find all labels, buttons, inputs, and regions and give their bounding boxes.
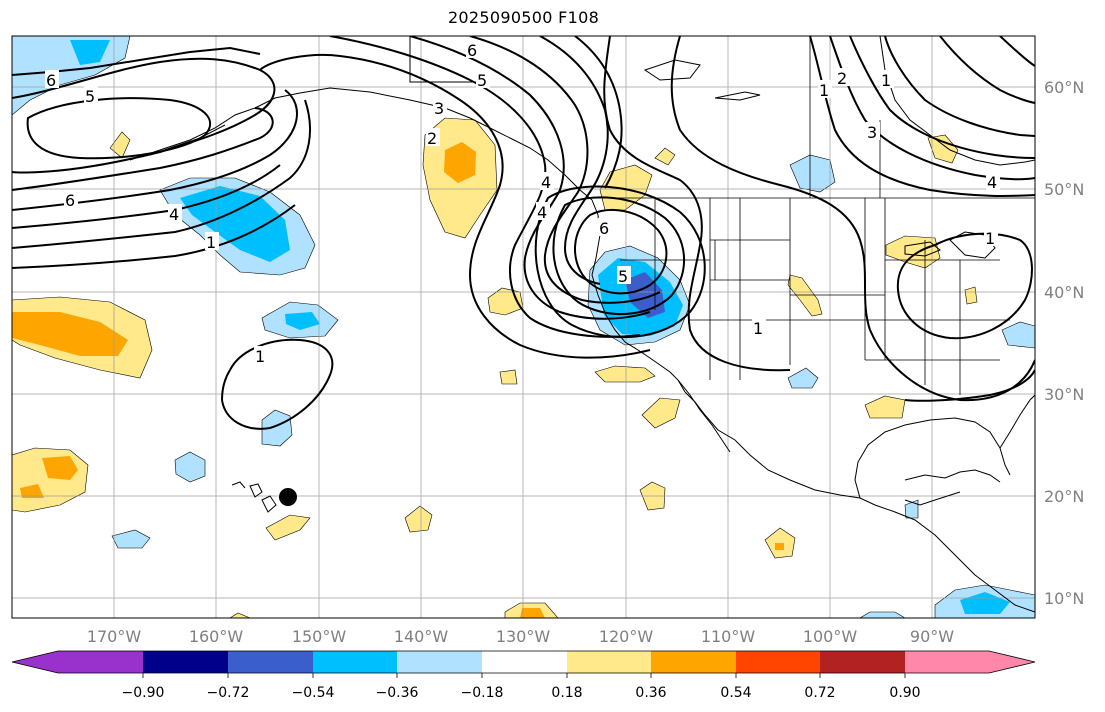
height-contours — [12, 36, 1035, 430]
colorbar-tick: −0.90 — [122, 685, 165, 701]
contour-label: 5 — [477, 71, 487, 90]
colorbar-over-arrow — [989, 651, 1035, 673]
lat-label: 50°N — [1044, 180, 1084, 199]
lon-label: 160°W — [189, 627, 244, 646]
contour-label: 5 — [85, 87, 95, 106]
map-frame — [11, 35, 1036, 619]
colorbar-bin — [58, 651, 143, 673]
lat-label: 20°N — [1044, 487, 1084, 506]
contour-label: 1 — [206, 233, 216, 252]
lon-label: 110°W — [701, 627, 756, 646]
colorbar: −0.90 −0.72 −0.54 −0.36 −0.18 0.18 0.36 … — [11, 650, 1036, 701]
lon-label: 150°W — [292, 627, 347, 646]
colorbar-bin — [567, 651, 651, 673]
contour-label: 3 — [434, 99, 444, 118]
latitude-labels: 60°N 50°N 40°N 30°N 20°N 10°N — [1044, 78, 1084, 608]
lat-label: 60°N — [1044, 78, 1084, 97]
storm-position-dot — [279, 488, 297, 506]
contour-label: 4 — [987, 173, 997, 192]
lat-label: 30°N — [1044, 385, 1084, 404]
lon-label: 140°W — [394, 627, 449, 646]
colorbar-tick: 0.18 — [551, 685, 582, 701]
contour-label: 6 — [467, 41, 477, 60]
colorbar-tick: −0.72 — [207, 685, 250, 701]
colorbar-bin — [482, 651, 567, 673]
colorbar-tick: −0.36 — [376, 685, 419, 701]
contour-label: 4 — [537, 203, 547, 222]
colorbar-outline — [11, 650, 1036, 674]
lon-label: 120°W — [599, 627, 654, 646]
colorbar-under-arrow — [12, 651, 58, 673]
colorbar-bin — [651, 651, 736, 673]
colorbar-bin — [905, 651, 989, 673]
lon-label: 100°W — [803, 627, 858, 646]
lon-label: 170°W — [87, 627, 142, 646]
colorbar-bin — [313, 651, 397, 673]
contour-label: 1 — [985, 229, 995, 248]
contour-label: 6 — [65, 191, 75, 210]
contour-label: 1 — [255, 347, 265, 366]
contour-label: 4 — [169, 205, 179, 224]
contour-label: 1 — [881, 71, 891, 90]
contour-label: 2 — [837, 69, 847, 88]
lon-label: 90°W — [910, 627, 954, 646]
chart-title: 2025090500 F108 — [447, 8, 600, 27]
contour-label: 5 — [618, 267, 628, 286]
contour-label: 6 — [46, 71, 56, 90]
colorbar-bin — [820, 651, 905, 673]
lat-label: 40°N — [1044, 283, 1084, 302]
colorbar-bin — [228, 651, 313, 673]
lon-label: 130°W — [496, 627, 551, 646]
graticule — [12, 36, 1035, 618]
contour-label: 1 — [753, 319, 763, 338]
colorbar-tick: 0.72 — [804, 685, 835, 701]
colorbar-tick: −0.54 — [292, 685, 335, 701]
contour-labels: 6 5 6 5 3 2 4 1 4 1 6 4 6 5 — [45, 40, 1000, 366]
colorbar-bin — [397, 651, 482, 673]
contour-label: 3 — [867, 123, 877, 142]
contour-label: 6 — [599, 219, 609, 238]
lat-label: 10°N — [1044, 589, 1084, 608]
colorbar-bin — [143, 651, 228, 673]
contour-label: 1 — [819, 81, 829, 100]
colorbar-tick: 0.90 — [889, 685, 920, 701]
longitude-labels: 170°W 160°W 150°W 140°W 130°W 120°W 110°… — [87, 627, 954, 646]
colorbar-tick: 0.54 — [720, 685, 751, 701]
colorbar-tick: 0.36 — [635, 685, 666, 701]
contour-label: 4 — [541, 173, 551, 192]
contour-label: 2 — [427, 129, 437, 148]
colorbar-bin — [736, 651, 820, 673]
colorbar-tick: −0.18 — [461, 685, 504, 701]
